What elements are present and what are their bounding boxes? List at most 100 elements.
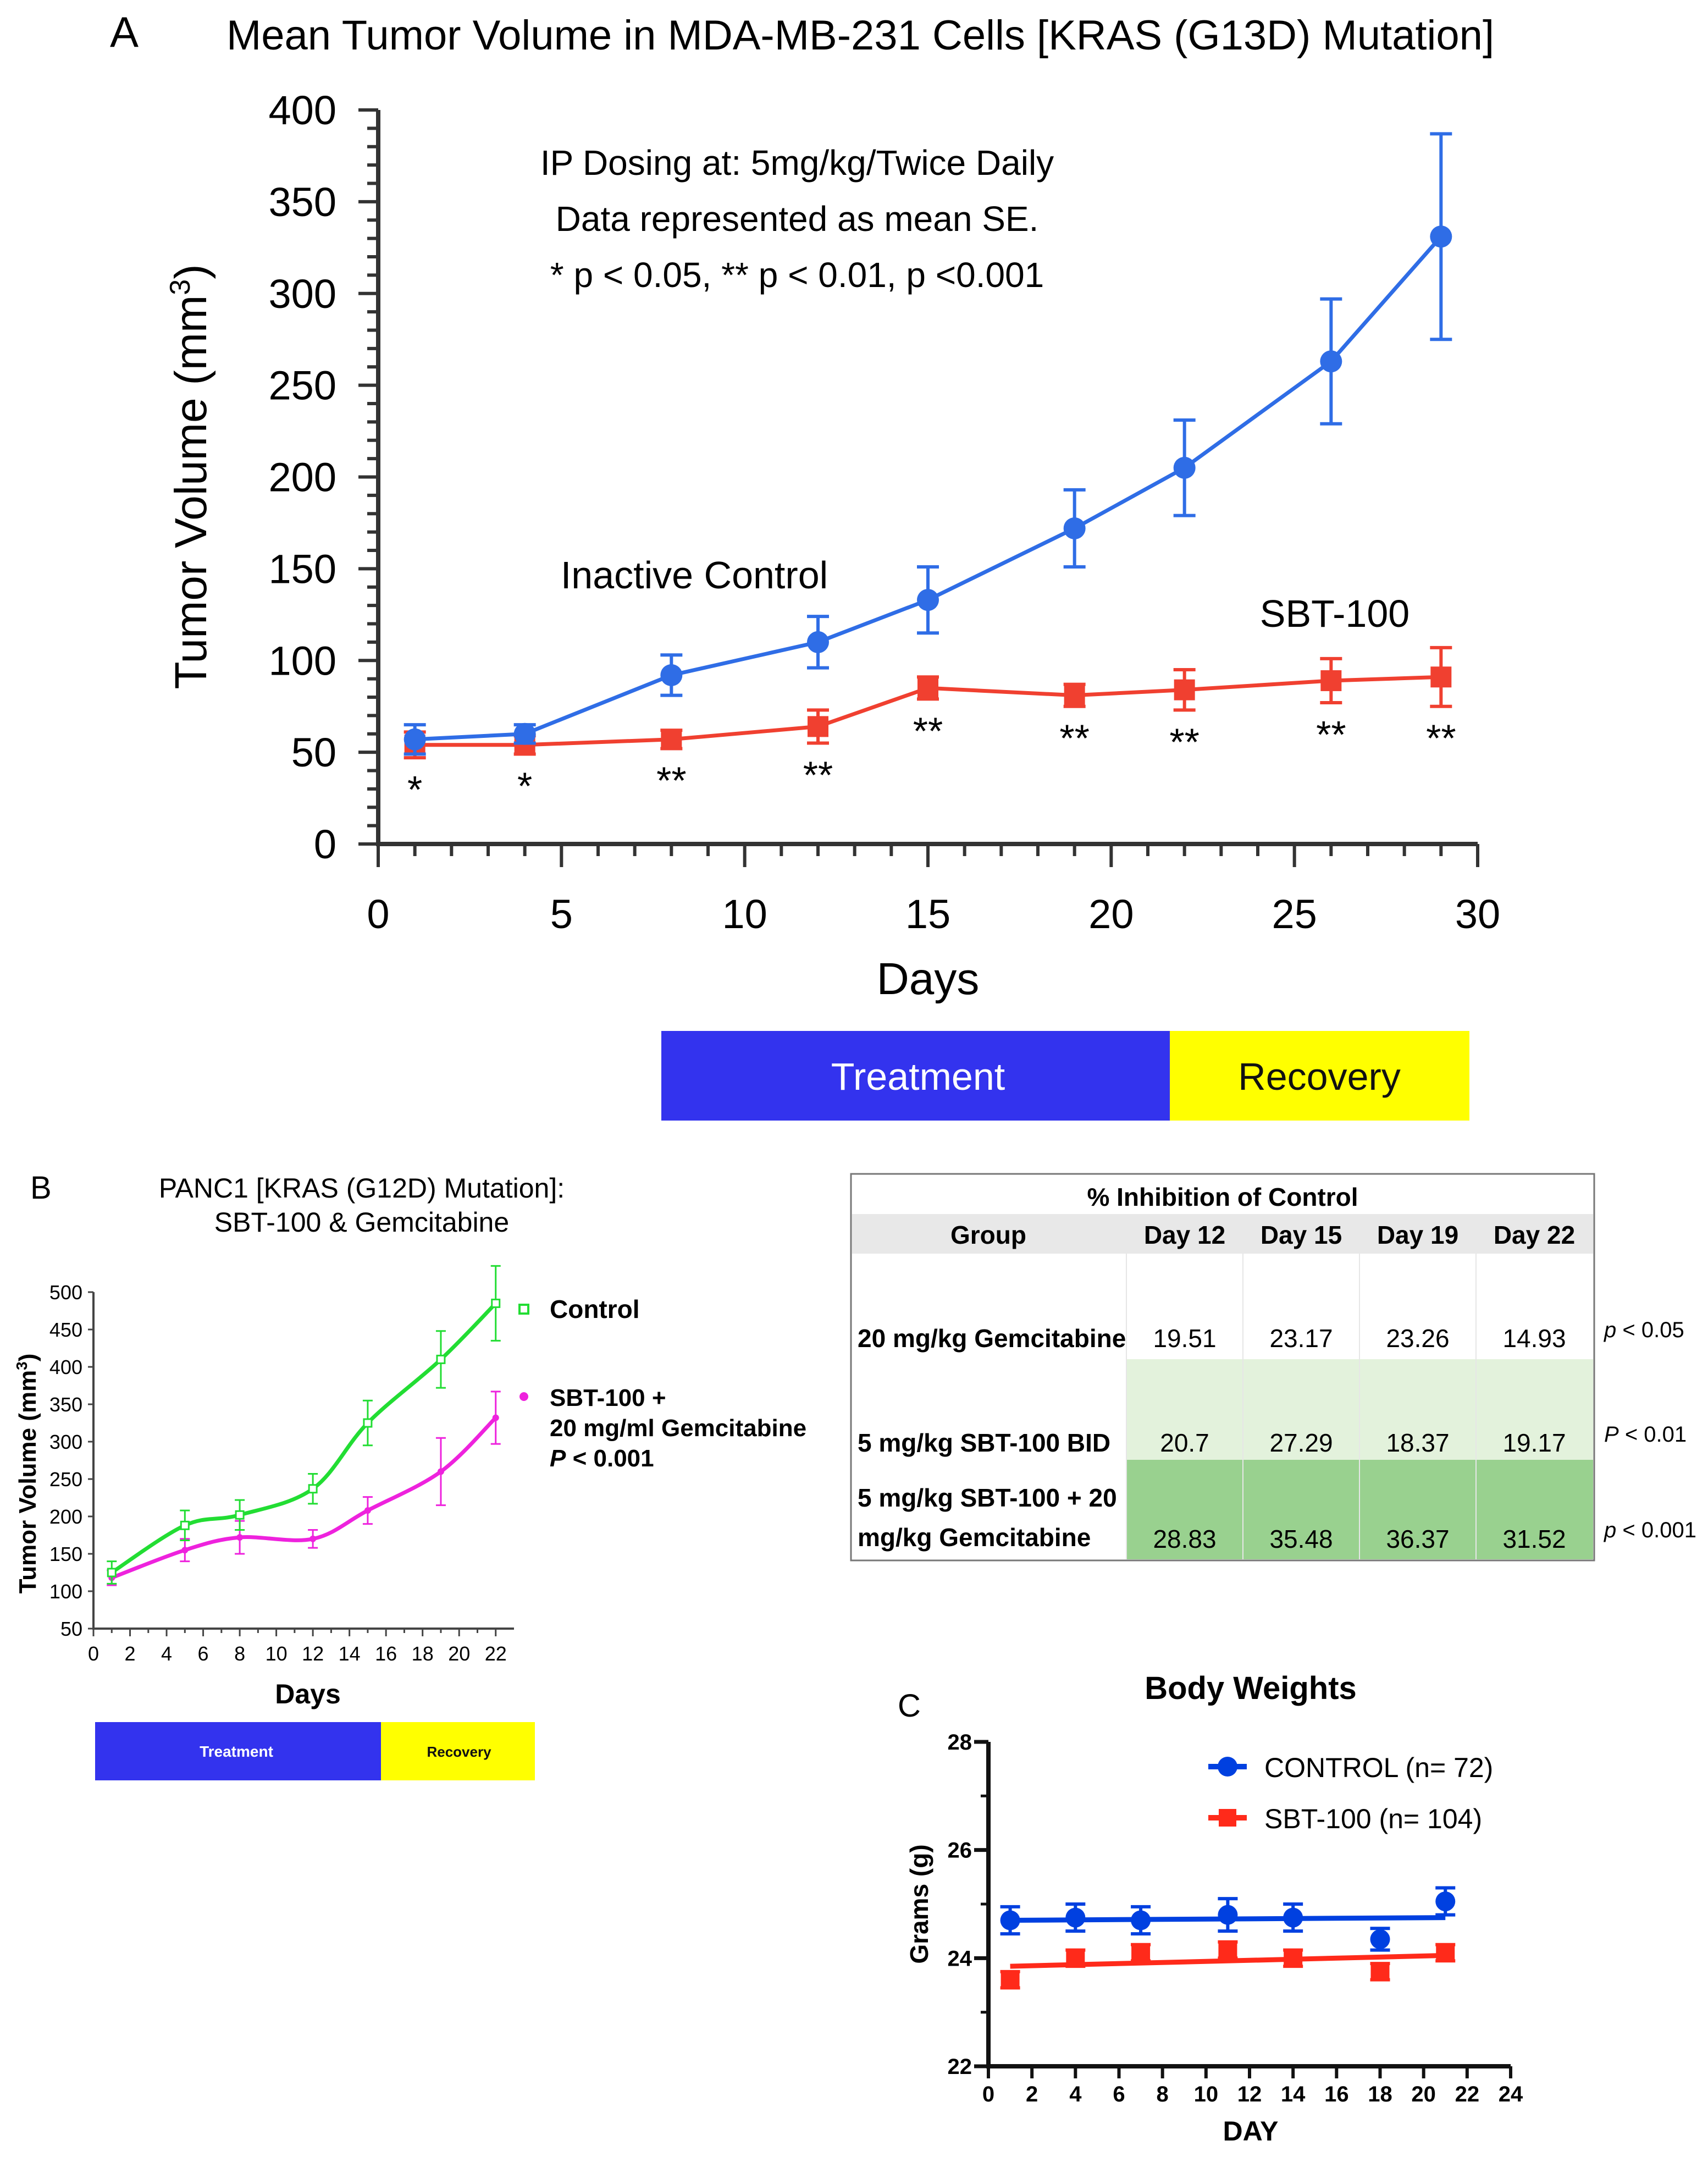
significance-marker: ** [1426,717,1456,760]
c-x-tick-label: 12 [1237,2082,1262,2106]
panel-a-x-ticks: 0 5 10 15 20 25 30 [367,844,1500,937]
c-y-tick-label: 24 [948,1946,972,1971]
table-cell: 31.52 [1502,1525,1566,1553]
table-cell: 28.83 [1153,1525,1216,1553]
table-title: % Inhibition of Control [1087,1183,1358,1211]
c-sbt-point [1370,1962,1390,1981]
table-header-group: Group [950,1221,1026,1249]
y-tick-label: 200 [269,455,336,500]
table-row-3-group-line2: mg/kg Gemcitabine [858,1523,1091,1552]
panel-b-x-axis-label: Days [275,1679,341,1709]
b-x-tick-label: 12 [302,1642,324,1665]
recovery-phase-label: Recovery [1238,1055,1401,1098]
c-sbt-point [1284,1949,1303,1968]
c-control-point [1000,1910,1020,1930]
table-cell: 23.17 [1269,1324,1333,1353]
b-x-tick-label: 14 [339,1642,361,1665]
significance-marker: ** [656,759,686,802]
table-row-2-group: 5 mg/kg SBT-100 BID [858,1428,1110,1457]
b-combo-point [309,1535,317,1542]
panel-b-treatment-bar [95,1722,381,1780]
table-cell: 18.37 [1386,1428,1449,1457]
c-x-tick-label: 14 [1281,2082,1306,2106]
c-x-tick-label: 6 [1113,2082,1125,2106]
panel-c-series [1000,1886,1456,1990]
b-y-tick-label: 350 [49,1393,82,1416]
c-control-point [1065,1907,1086,1928]
b-y-tick-label: 500 [49,1281,82,1304]
legend-control-marker [518,1304,529,1315]
b-combo-point [181,1547,189,1554]
sbt-100-point [917,677,938,699]
b-y-tick-label: 150 [49,1543,82,1565]
c-x-tick-label: 2 [1026,2082,1038,2106]
control-line [414,235,1442,742]
significance-marker: * [407,768,422,811]
c-sbt-point [1131,1943,1151,1962]
panel-b-x-ticks: 0 2 4 6 8 10 12 14 16 18 20 22 [88,1629,507,1665]
control-point [660,664,683,686]
panel-a-y-ticks: 0 50 100 150 200 250 300 350 400 [269,87,378,867]
sbt-100-point [1174,679,1195,700]
b-x-tick-label: 10 [266,1642,288,1665]
inactive-control-label: Inactive Control [561,554,828,597]
panel-a-series: * * ** **** ** ** ** ** [403,132,1456,811]
legend-control-text: CONTROL (n= 72) [1264,1752,1493,1783]
b-combo-point [236,1534,244,1541]
b-control-point [180,1520,190,1530]
panel-a-letter: A [110,8,139,56]
table-cell: 36.37 [1386,1525,1449,1553]
b-x-tick-label: 20 [448,1642,470,1665]
b-x-tick-label: 6 [198,1642,209,1665]
panel-a: A Mean Tumor Volume in MDA-MB-231 Cells … [110,8,1500,1121]
x-tick-label: 15 [905,891,950,937]
panel-c-x-ticks: 0 2 4 6 8 10 12 14 16 18 20 22 24 [982,2066,1523,2106]
c-sbt-point [1218,1940,1237,1960]
data-representation-annotation: Data represented as mean SE. [556,199,1039,239]
panel-b-y-axis-label: Tumor Volume (mm3) [13,1354,41,1594]
y-tick-label: 100 [269,638,336,683]
x-tick-label: 20 [1088,891,1134,937]
sbt-100-point [808,716,828,737]
table-cell: 35.48 [1269,1525,1333,1553]
table-cell: 19.51 [1153,1324,1216,1353]
significance-marker: ** [803,753,833,796]
b-y-tick-label: 200 [49,1505,82,1528]
b-control-point [308,1484,318,1494]
c-control-point [1131,1910,1151,1930]
panel-c-y-axis-label: Grams (g) [905,1844,933,1963]
panel-b-recovery-bar [381,1722,535,1780]
b-y-tick-label: 300 [49,1431,82,1453]
y-tick-label: 150 [269,546,336,592]
c-x-tick-label: 22 [1455,2082,1480,2106]
table-cell: 27.29 [1269,1428,1333,1457]
panel-b-y-ticks: 50 100 150 200 250 300 350 400 450 500 [49,1281,93,1640]
treatment-phase-bar [661,1031,1170,1121]
b-y-tick-label: 100 [49,1580,82,1603]
control-point [807,631,829,653]
table-cell: 23.26 [1386,1324,1449,1353]
table-cell: 14.93 [1502,1324,1566,1353]
y-tick-label: 250 [269,363,336,409]
c-control-point [1370,1929,1390,1949]
sbt-100-point [1064,685,1085,706]
x-tick-label: 30 [1455,891,1500,937]
b-x-tick-label: 16 [375,1642,397,1665]
table-row-3-group-line1: 5 mg/kg SBT-100 + 20 [858,1483,1117,1512]
b-x-tick-label: 0 [88,1642,99,1665]
control-point [1173,456,1196,479]
c-sbt-point [1436,1943,1455,1962]
control-point [1320,350,1342,373]
control-point [917,589,939,611]
panel-b-recovery-label: Recovery [427,1744,491,1760]
table-header-row [852,1214,1593,1254]
significance-marker: ** [1316,713,1346,756]
b-combo-line [111,1416,498,1580]
b-control-point [363,1418,373,1428]
b-control-point [107,1568,117,1577]
table-header-day-19: Day 19 [1377,1221,1458,1249]
panel-b: B PANC1 [KRAS (G12D) Mutation]: SBT-100 … [13,1170,806,1780]
b-x-tick-label: 8 [234,1642,245,1665]
